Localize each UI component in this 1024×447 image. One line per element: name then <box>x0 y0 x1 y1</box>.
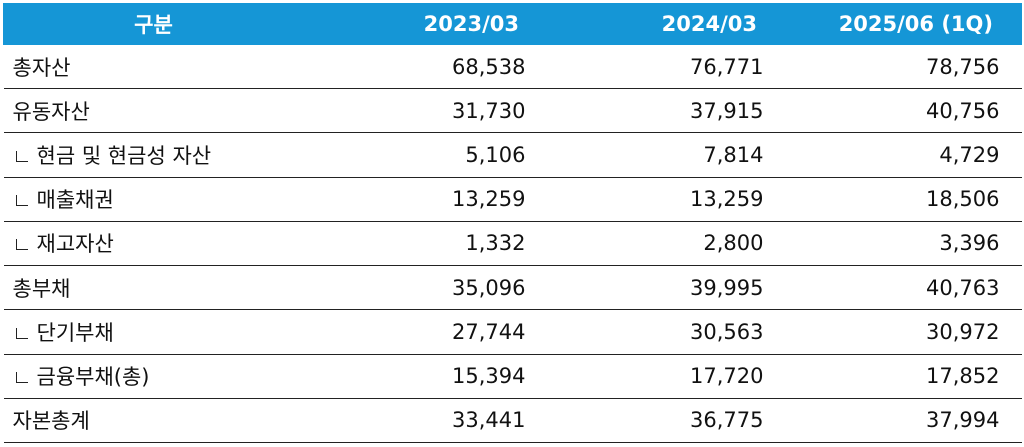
cell-value: 30,972 <box>785 309 1022 355</box>
cell-value: 3,396 <box>785 221 1022 267</box>
table-row: 매출채권 13,259 13,259 18,506 <box>3 177 1022 222</box>
table-row: 재고자산 1,332 2,800 3,396 <box>3 221 1022 267</box>
corner-bracket-icon <box>15 151 28 163</box>
header-2024-03: 2024/03 <box>547 3 786 45</box>
row-label: 단기부채 <box>36 320 114 345</box>
cell-value: 76,771 <box>547 44 786 90</box>
header-2023-03: 2023/03 <box>303 3 548 45</box>
corner-bracket-icon <box>15 327 28 339</box>
cell-value: 17,852 <box>785 354 1022 399</box>
table-row: 자본총계 33,441 36,775 37,994 <box>3 398 1022 444</box>
cell-value: 31,730 <box>303 88 548 134</box>
cell-value: 15,394 <box>303 354 548 399</box>
cell-value: 37,994 <box>785 398 1022 444</box>
cell-value: 36,775 <box>547 398 786 444</box>
row-label: 매출채권 <box>36 188 114 213</box>
cell-value: 17,720 <box>547 354 786 399</box>
header-category: 구분 <box>3 3 304 45</box>
row-label: 자본총계 <box>3 398 304 444</box>
row-label: 금융부채(총) <box>36 365 150 390</box>
row-label: 총부채 <box>3 265 304 311</box>
cell-value: 7,814 <box>547 132 786 178</box>
row-label: 유동자산 <box>3 88 304 134</box>
cell-value: 35,096 <box>303 265 548 311</box>
table-row: 현금 및 현금성 자산 5,106 7,814 4,729 <box>3 132 1022 178</box>
header-2025-06: 2025/06 (1Q) <box>785 3 1022 45</box>
cell-value: 40,756 <box>785 88 1022 134</box>
table-row: 유동자산 31,730 37,915 40,756 <box>3 88 1022 134</box>
cell-value: 27,744 <box>303 309 548 355</box>
table-header-row: 구분 2023/03 2024/03 2025/06 (1Q) <box>3 3 1022 45</box>
cell-value: 30,563 <box>547 309 786 355</box>
financial-table: 구분 2023/03 2024/03 2025/06 (1Q) 총자산 68,5… <box>3 3 1022 444</box>
cell-value: 1,332 <box>303 221 548 267</box>
cell-value: 68,538 <box>303 44 548 90</box>
table-row: 총자산 68,538 76,771 78,756 <box>3 44 1022 90</box>
row-label: 재고자산 <box>36 232 114 257</box>
corner-bracket-icon <box>15 239 28 251</box>
cell-value: 78,756 <box>785 44 1022 90</box>
cell-value: 37,915 <box>547 88 786 134</box>
cell-value: 5,106 <box>303 132 548 178</box>
cell-value: 13,259 <box>303 177 548 222</box>
corner-bracket-icon <box>15 195 28 207</box>
cell-value: 4,729 <box>785 132 1022 178</box>
cell-value: 18,506 <box>785 177 1022 222</box>
cell-value: 2,800 <box>547 221 786 267</box>
cell-value: 39,995 <box>547 265 786 311</box>
cell-value: 13,259 <box>547 177 786 222</box>
table-row: 단기부채 27,744 30,563 30,972 <box>3 309 1022 355</box>
cell-value: 40,763 <box>785 265 1022 311</box>
row-label: 현금 및 현금성 자산 <box>36 144 212 169</box>
cell-value: 33,441 <box>303 398 548 444</box>
table-row: 총부채 35,096 39,995 40,763 <box>3 265 1022 311</box>
row-label: 총자산 <box>3 44 304 90</box>
table-row: 금융부채(총) 15,394 17,720 17,852 <box>3 354 1022 399</box>
corner-bracket-icon <box>15 372 28 384</box>
